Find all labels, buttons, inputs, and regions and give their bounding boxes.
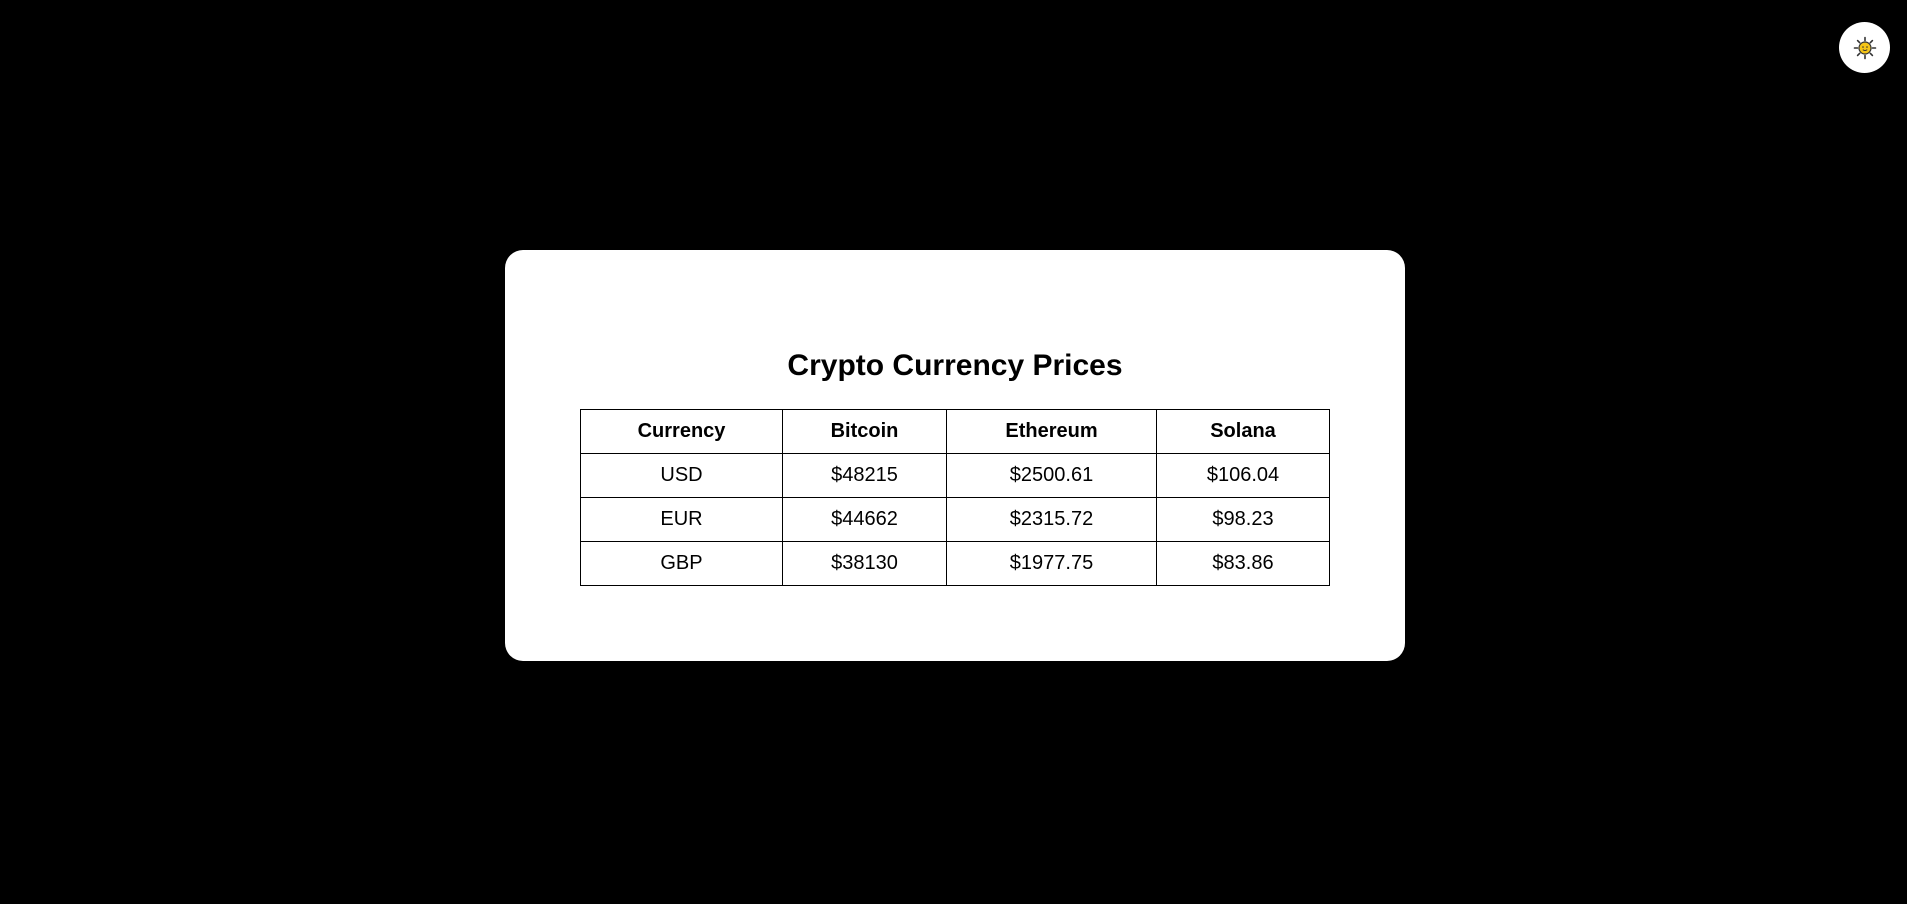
column-header: Bitcoin (782, 409, 947, 454)
table-cell: $48215 (782, 453, 947, 498)
price-table: Currency Bitcoin Ethereum Solana USD $48… (580, 409, 1330, 586)
table-cell: $2315.72 (946, 497, 1157, 542)
table-header-row: Currency Bitcoin Ethereum Solana (580, 409, 1330, 454)
table-cell: $38130 (782, 541, 947, 586)
table-cell: $44662 (782, 497, 947, 542)
table-cell: $2500.61 (946, 453, 1157, 498)
table-cell: $1977.75 (946, 541, 1157, 586)
table-row: EUR $44662 $2315.72 $98.23 (580, 497, 1330, 542)
table-cell: $98.23 (1156, 497, 1330, 542)
table-row: USD $48215 $2500.61 $106.04 (580, 453, 1330, 498)
column-header: Solana (1156, 409, 1330, 454)
sun-icon (1853, 36, 1877, 60)
table-cell: $83.86 (1156, 541, 1330, 586)
table-cell: EUR (580, 497, 783, 542)
column-header: Ethereum (946, 409, 1157, 454)
table-row: GBP $38130 $1977.75 $83.86 (580, 541, 1330, 586)
table-cell: $106.04 (1156, 453, 1330, 498)
theme-toggle-button[interactable] (1839, 22, 1890, 73)
column-header: Currency (580, 409, 783, 454)
table-cell: GBP (580, 541, 783, 586)
table-cell: USD (580, 453, 783, 498)
